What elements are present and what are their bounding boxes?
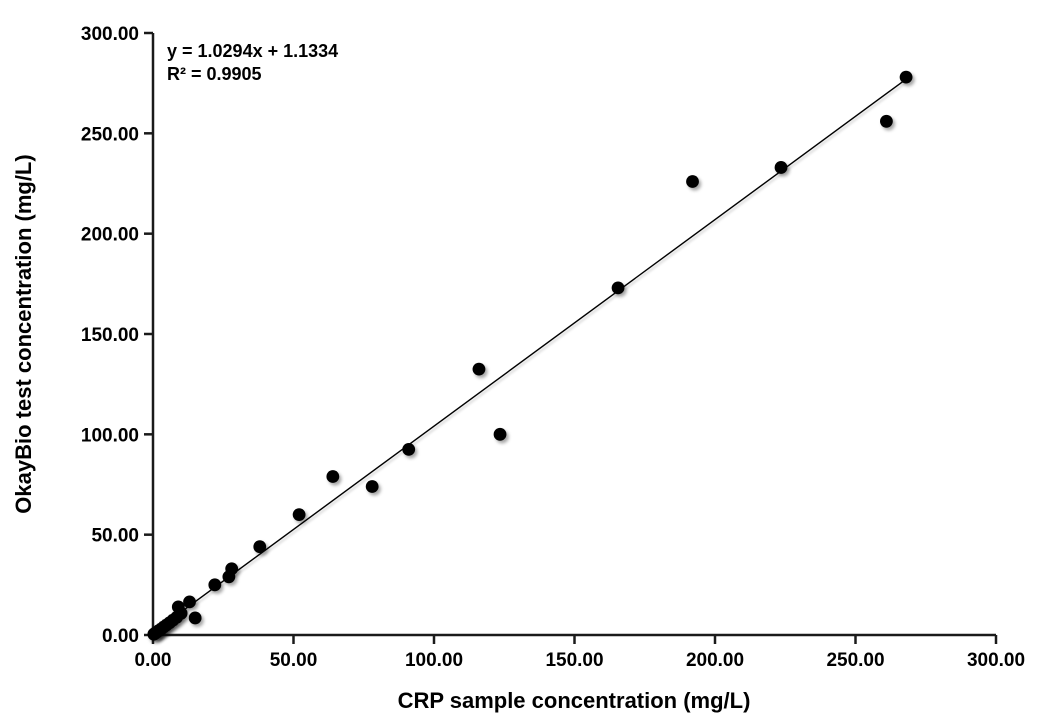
data-point <box>188 611 202 625</box>
y-axis-title: OkayBio test concentration (mg/L) <box>11 154 36 513</box>
data-point <box>171 600 185 614</box>
x-tick-label: 300.00 <box>967 650 1025 671</box>
axes: 0.00 50.00 100.00 150.00 200.00 250.00 300.00 0… <box>81 24 1025 671</box>
data-point <box>686 175 699 188</box>
data-point <box>402 442 416 456</box>
x-tick-label: 50.00 <box>270 650 318 671</box>
data-point <box>493 427 507 441</box>
y-tick-label: 150.00 <box>81 325 139 346</box>
data-point <box>611 281 625 295</box>
data-point <box>326 470 340 483</box>
y-tick-label: 250.00 <box>81 124 139 145</box>
r-squared-label: R² = 0.9905 <box>167 64 262 84</box>
trend-line <box>152 78 907 634</box>
data-point <box>365 480 379 493</box>
data-point <box>225 562 239 576</box>
y-tick-label: 200.00 <box>81 225 139 246</box>
data-point <box>253 540 267 554</box>
data-point <box>208 578 222 592</box>
data-point <box>472 362 486 376</box>
x-tick-label: 100.00 <box>405 650 463 671</box>
x-tick-label: 150.00 <box>545 650 603 671</box>
y-tick-label: 0.00 <box>102 626 139 647</box>
data-point <box>292 508 306 521</box>
regression-equation-label: y = 1.0294x + 1.1334 <box>167 41 338 61</box>
y-tick-label: 100.00 <box>81 425 139 446</box>
data-point <box>880 114 893 128</box>
y-tick-label: 300.00 <box>81 24 139 45</box>
y-tick-label: 50.00 <box>91 526 139 547</box>
data-series <box>147 70 913 641</box>
data-point <box>183 595 196 609</box>
data-point <box>774 161 788 174</box>
x-tick-label: 250.00 <box>826 650 884 671</box>
x-tick-label: 0.00 <box>135 650 172 671</box>
x-axis-title: CRP sample concentration (mg/L) <box>398 688 751 713</box>
data-point <box>899 70 913 84</box>
x-tick-label: 200.00 <box>686 650 744 671</box>
